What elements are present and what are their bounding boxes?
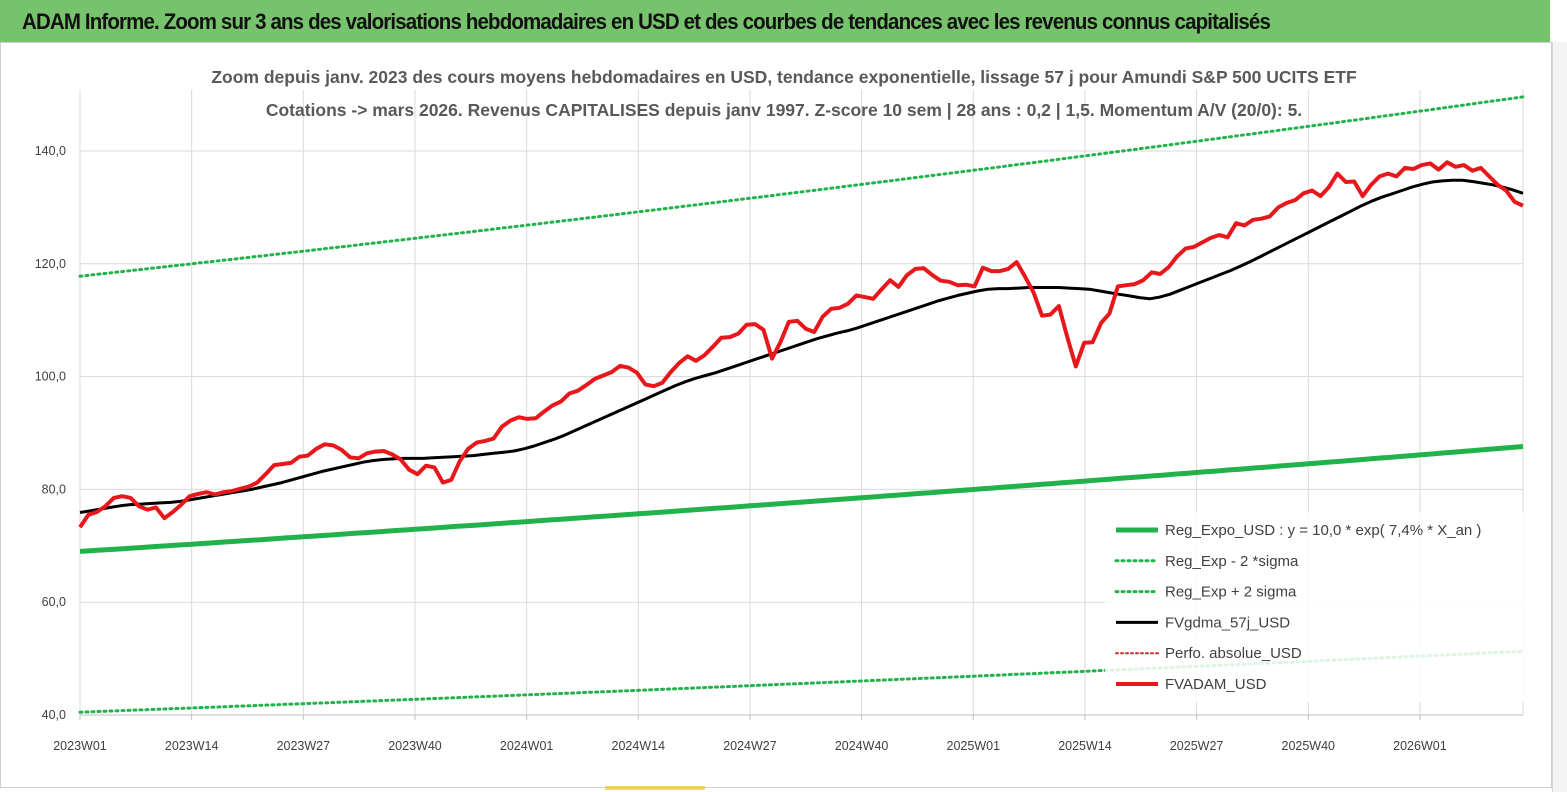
legend: Reg_Expo_USD : y = 10,0 * exp( 7,4% * X_… [1105,512,1525,702]
x-tick-label: 2026W01 [1393,739,1447,753]
y-tick-label: 100,0 [35,370,66,384]
legend-label: FVADAM_USD [1165,676,1267,693]
series-line [78,95,1525,278]
series-line [78,649,1525,714]
legend-label: FVgdma_57j_USD [1165,614,1290,631]
grid [79,89,1524,716]
scroll-strip [1552,42,1567,792]
x-tick-label: 2023W14 [165,739,219,753]
y-tick-label: 60,0 [42,595,66,609]
selection-marker [605,786,705,790]
x-tick-label: 2025W01 [947,739,1001,753]
legend-label: Reg_Expo_USD : y = 10,0 * exp( 7,4% * X_… [1165,522,1481,539]
subtitle-line1: Zoom depuis janv. 2023 des cours moyens … [211,67,1357,87]
series-line [79,444,1524,554]
x-tick-label: 2025W40 [1282,739,1336,753]
x-tick-label: 2023W40 [388,739,442,753]
series-layer [78,95,1525,714]
x-tick-label: 2025W27 [1170,739,1224,753]
x-tick-label: 2025W14 [1058,739,1112,753]
banner-title: ADAM Informe. Zoom sur 3 ans des valoris… [22,9,1271,34]
y-tick-label: 80,0 [42,482,66,496]
x-tick-label: 2023W27 [277,739,331,753]
subtitle-line2: Cotations -> mars 2026. Revenus CAPITALI… [266,100,1302,120]
x-tick-label: 2024W40 [835,739,889,753]
x-tick-label: 2024W27 [723,739,777,753]
y-tick-label: 140,0 [35,144,66,158]
x-tick-label: 2024W01 [500,739,554,753]
series-line [79,178,1524,514]
legend-label: Perfo. absolue_USD [1165,645,1302,662]
legend-label: Reg_Exp + 2 sigma [1165,584,1297,601]
legend-label: Reg_Exp - 2 *sigma [1165,553,1299,570]
y-tick-label: 120,0 [35,257,66,271]
x-tick-label: 2023W01 [53,739,107,753]
x-tick-label: 2024W14 [612,739,666,753]
y-tick-label: 40,0 [42,708,66,722]
banner: ADAM Informe. Zoom sur 3 ans des valoris… [0,0,1550,43]
chart-frame [0,42,1552,788]
legend-box [1105,512,1525,702]
series-line [78,160,1524,529]
axes: 40,0 60,0 80,0 100,0 120,0 140,0 2023W01 2023W1… [35,144,1523,753]
